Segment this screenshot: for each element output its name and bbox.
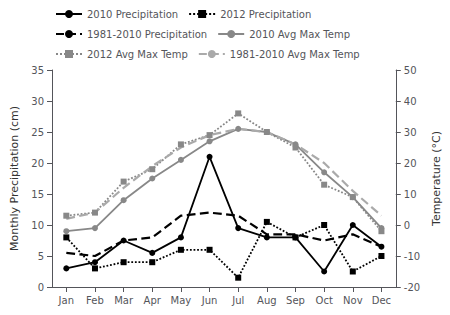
svg-text:Dec: Dec xyxy=(372,295,391,306)
svg-text:Jul: Jul xyxy=(231,295,244,306)
svg-text:Feb: Feb xyxy=(86,295,104,306)
svg-text:20: 20 xyxy=(31,158,44,169)
svg-text:0: 0 xyxy=(404,220,410,231)
svg-text:Temperature (°C): Temperature (°C) xyxy=(430,131,443,227)
svg-text:Mar: Mar xyxy=(114,295,134,306)
svg-text:Jan: Jan xyxy=(58,295,74,306)
svg-text:-10: -10 xyxy=(404,251,420,262)
svg-text:10: 10 xyxy=(31,220,44,231)
svg-text:Nov: Nov xyxy=(343,295,363,306)
svg-text:15: 15 xyxy=(31,189,44,200)
svg-text:1981-2010 Precipitation: 1981-2010 Precipitation xyxy=(87,29,207,40)
svg-text:Monthly Precipitation (cm): Monthly Precipitation (cm) xyxy=(8,106,21,251)
svg-text:10: 10 xyxy=(404,189,417,200)
svg-text:2010 Precipitation: 2010 Precipitation xyxy=(87,9,178,20)
svg-text:0: 0 xyxy=(38,282,44,293)
svg-text:30: 30 xyxy=(31,96,44,107)
svg-text:40: 40 xyxy=(404,96,417,107)
svg-text:5: 5 xyxy=(38,251,44,262)
svg-text:35: 35 xyxy=(31,65,44,76)
svg-text:Oct: Oct xyxy=(316,295,333,306)
svg-text:Jun: Jun xyxy=(201,295,218,306)
svg-text:Aug: Aug xyxy=(257,295,277,306)
svg-text:25: 25 xyxy=(31,127,44,138)
svg-text:2012 Avg Max Temp: 2012 Avg Max Temp xyxy=(87,49,188,60)
svg-text:50: 50 xyxy=(404,65,417,76)
svg-text:Sep: Sep xyxy=(286,295,305,306)
svg-text:2010 Avg Max Temp: 2010 Avg Max Temp xyxy=(249,29,350,40)
svg-text:20: 20 xyxy=(404,158,417,169)
svg-text:30: 30 xyxy=(404,127,417,138)
svg-text:-20: -20 xyxy=(404,282,420,293)
svg-text:May: May xyxy=(171,295,192,306)
svg-text:Apr: Apr xyxy=(144,295,162,306)
svg-text:1981-2010 Avg Max Temp: 1981-2010 Avg Max Temp xyxy=(230,49,360,60)
svg-text:2012 Precipitation: 2012 Precipitation xyxy=(220,9,311,20)
